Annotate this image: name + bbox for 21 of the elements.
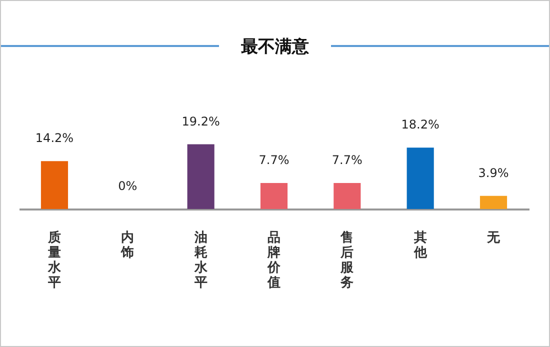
x-tick-label: 质量水平 — [46, 230, 62, 290]
chart-title: 最不满意 — [240, 36, 310, 58]
x-tick-label: 其他 — [412, 230, 428, 260]
bar — [480, 196, 508, 209]
data-label: 7.7% — [332, 153, 362, 168]
x-tick-label: 品牌价值 — [266, 230, 282, 290]
data-label: 14.2% — [35, 131, 74, 146]
data-label: 3.9% — [478, 166, 509, 180]
x-tick-label: 油耗水平 — [193, 230, 208, 290]
data-label: 7.7% — [258, 153, 290, 168]
data-label: 0% — [118, 179, 138, 193]
bar — [40, 161, 68, 209]
x-tick-label: 无 — [486, 230, 502, 246]
x-tick-label: 售后服务 — [340, 230, 355, 290]
x-tick-label: 内饰 — [120, 230, 134, 260]
bar — [260, 183, 288, 209]
bar — [406, 148, 434, 209]
bar — [187, 144, 214, 209]
bar — [334, 183, 361, 209]
data-label: 19.2% — [182, 114, 220, 128]
data-label: 18.2% — [401, 118, 440, 132]
